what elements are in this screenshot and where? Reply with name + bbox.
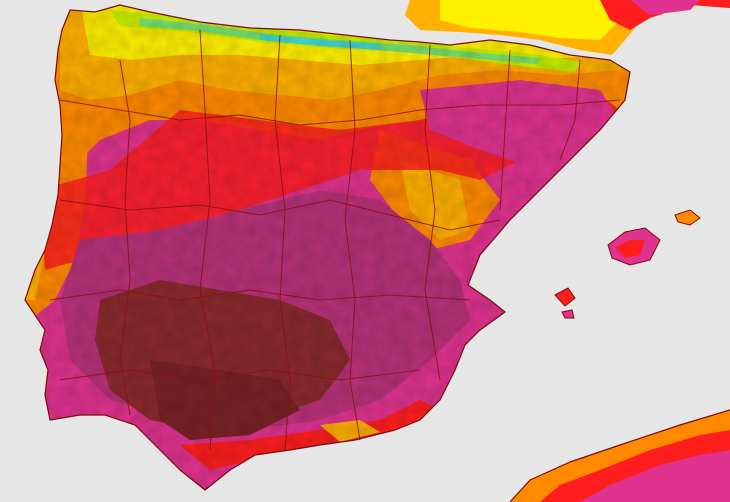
province-borders <box>49 29 621 451</box>
north-africa-landmass <box>509 409 730 502</box>
iberia-coastline <box>24 4 631 491</box>
france-landmass <box>405 0 730 55</box>
balearic-islands <box>554 209 701 319</box>
